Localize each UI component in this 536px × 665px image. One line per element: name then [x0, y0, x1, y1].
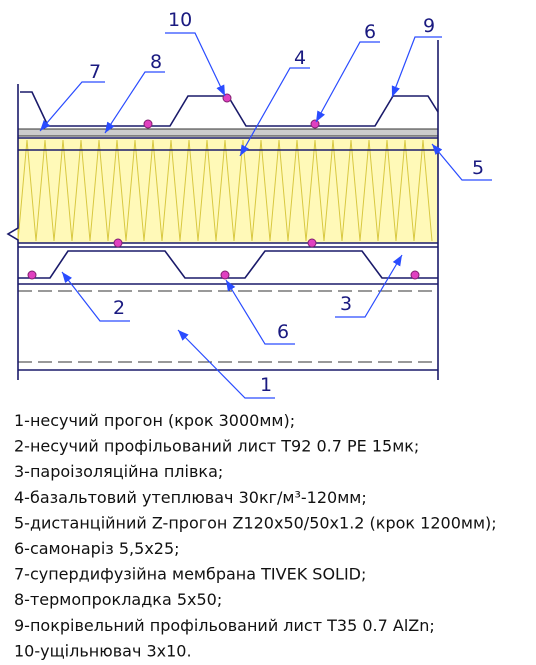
- leader: [165, 32, 226, 97]
- screw: [307, 238, 317, 248]
- callout: 6: [277, 321, 289, 343]
- leader: [335, 254, 403, 318]
- leader: [239, 67, 310, 157]
- legend-item: 4-базальтовий утеплювач 30кг/м³-120мм;: [14, 488, 367, 507]
- screw: [113, 238, 123, 248]
- leaders: [39, 32, 492, 399]
- callout: 1: [260, 374, 272, 396]
- legend: 1-несучий прогон (крок 3000мм); 2-несучий…: [14, 411, 497, 660]
- fasteners: [27, 93, 420, 280]
- screw: [410, 270, 420, 280]
- callout: 9: [423, 15, 435, 37]
- hatch: [17, 139, 433, 242]
- legend-item: 7-супердифузійна мембрана TIVEK SOLID;: [14, 565, 366, 584]
- screw: [310, 119, 320, 129]
- callout: 2: [113, 297, 125, 319]
- leader: [431, 143, 492, 181]
- leader: [315, 41, 380, 123]
- callout: 8: [150, 51, 162, 73]
- callout: 3: [340, 293, 352, 315]
- break-line: [6, 84, 19, 380]
- leader: [177, 329, 275, 399]
- legend-item: 1-несучий прогон (крок 3000мм);: [14, 411, 295, 430]
- insulation-hatch: [17, 139, 433, 242]
- leader: [61, 271, 130, 322]
- bottom-profile-sheet: [18, 250, 438, 279]
- callout: 6: [364, 21, 376, 43]
- legend-item: 6-самонаріз 5,5x25;: [14, 539, 180, 558]
- legend-item: 3-пароізоляційна плівка;: [14, 462, 223, 481]
- legend-item: 2-несучий профільований лист Т92 0.7 PE …: [14, 437, 419, 456]
- leader: [391, 36, 442, 98]
- callouts: 10 6 9 7 8 4 5 2 6 3 1: [89, 9, 484, 396]
- leader: [39, 81, 105, 132]
- screw: [220, 270, 230, 280]
- callout: 10: [168, 9, 192, 31]
- leader: [104, 71, 165, 134]
- membrane: [18, 129, 438, 136]
- legend-item: 8-термопрокладка 5x50;: [14, 590, 222, 609]
- screw: [143, 119, 153, 129]
- screw: [27, 270, 37, 280]
- leader: [225, 279, 295, 345]
- insulation: [18, 138, 438, 243]
- legend-item: 9-покрівельний профільований лист Т35 0.…: [14, 616, 435, 635]
- legend-item: 5-дистанційний Z-прогон Z120x50/50x1.2 (…: [14, 513, 497, 532]
- callout: 7: [89, 61, 101, 83]
- callout: 5: [472, 157, 484, 179]
- legend-item: 10-ущільнювач 3x10.: [14, 641, 192, 660]
- callout: 4: [294, 47, 306, 69]
